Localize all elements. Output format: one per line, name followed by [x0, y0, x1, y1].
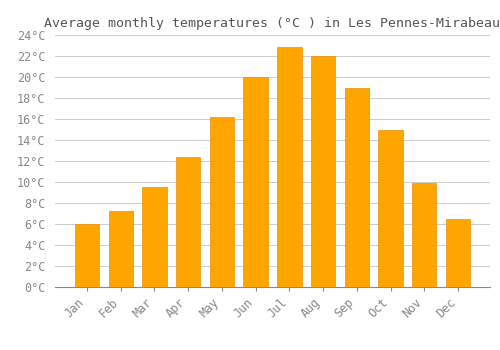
Bar	[446, 219, 470, 287]
Bar	[108, 211, 133, 287]
Bar	[311, 56, 336, 287]
Bar	[210, 117, 234, 287]
Bar	[176, 157, 201, 287]
Bar	[344, 88, 369, 287]
Bar	[412, 183, 436, 287]
Bar	[378, 130, 402, 287]
Bar	[75, 224, 99, 287]
Title: Average monthly temperatures (°C ) in Les Pennes-Mirabeau: Average monthly temperatures (°C ) in Le…	[44, 17, 500, 30]
Bar	[142, 187, 167, 287]
Bar	[277, 47, 301, 287]
Bar	[244, 77, 268, 287]
